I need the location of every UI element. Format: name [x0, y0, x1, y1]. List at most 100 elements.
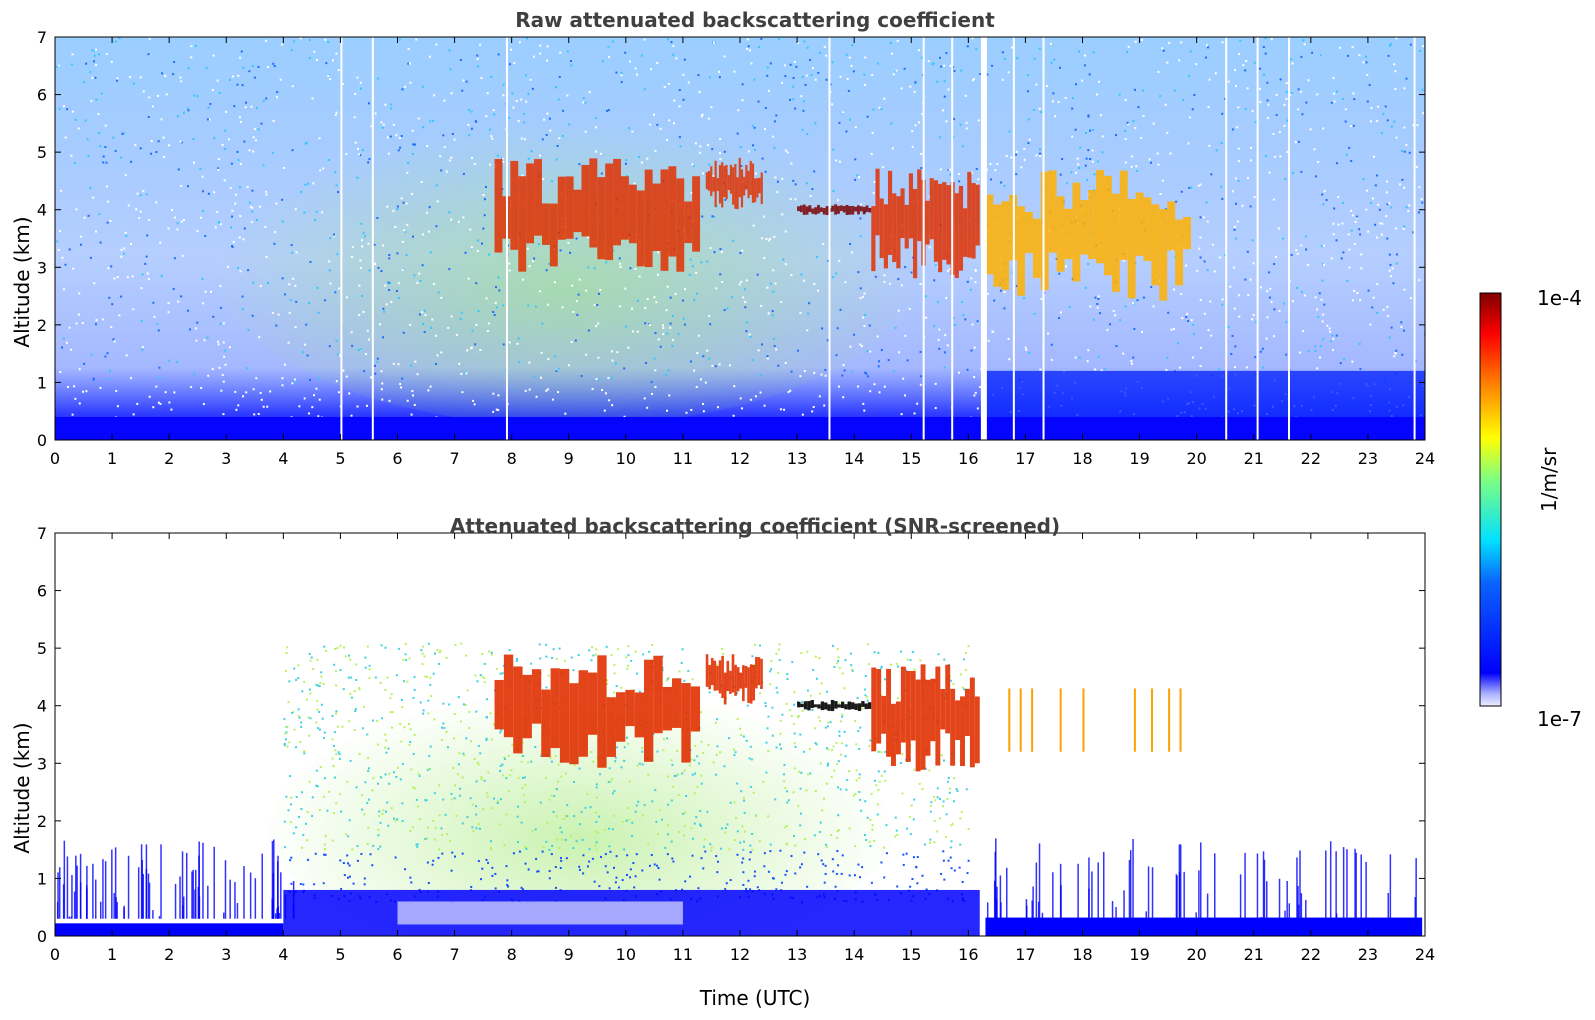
screened-speckle: [940, 872, 943, 875]
noise-speckle: [406, 399, 409, 402]
screened-speckle: [813, 834, 816, 837]
cloud-layer-2: [857, 703, 862, 712]
noise-speckle: [844, 281, 847, 284]
noise-speckle: [248, 201, 251, 204]
noise-speckle: [520, 137, 523, 140]
screened-speckle: [884, 779, 887, 782]
noise-speckle: [1027, 118, 1030, 121]
noise-speckle: [301, 351, 304, 354]
screened-speckle: [839, 788, 842, 791]
noise-speckle: [976, 407, 979, 410]
screened-speckle: [454, 784, 457, 787]
noise-speckle: [407, 62, 410, 65]
noise-speckle: [464, 372, 467, 375]
screened-speckle: [566, 815, 569, 818]
screened-speckle: [863, 688, 866, 691]
x-tick-label: 13: [787, 945, 807, 964]
noise-speckle: [144, 262, 147, 265]
noise-speckle: [541, 322, 544, 325]
screened-speckle: [764, 705, 767, 708]
screened-speckle: [959, 843, 962, 846]
noise-speckle: [418, 313, 421, 316]
noise-speckle: [401, 88, 404, 91]
screened-speckle: [673, 774, 676, 777]
screened-speckle: [688, 875, 691, 878]
screened-speckle: [670, 799, 673, 802]
noise-speckle: [409, 81, 412, 84]
screened-speckle: [925, 888, 928, 891]
noise-speckle: [811, 188, 814, 191]
noise-speckle: [120, 255, 123, 258]
noise-speckle: [241, 84, 244, 87]
noise-speckle: [291, 149, 294, 152]
screened-speckle: [499, 770, 502, 773]
screened-speckle: [491, 738, 494, 741]
screened-speckle: [508, 649, 511, 652]
noise-speckle: [1350, 209, 1353, 212]
x-tick-label: 0: [50, 945, 60, 964]
noise-speckle: [707, 144, 710, 147]
noise-speckle: [1273, 308, 1276, 311]
noise-speckle: [97, 53, 100, 56]
noise-speckle: [646, 298, 649, 301]
noise-speckle: [1316, 367, 1319, 370]
screened-speckle: [940, 754, 943, 757]
noise-speckle: [467, 123, 470, 126]
screened-speckle: [858, 773, 861, 776]
screened-speckle: [367, 767, 370, 770]
screened-speckle: [877, 788, 880, 791]
noise-speckle: [380, 121, 383, 124]
screened-speckle: [803, 851, 806, 854]
screened-speckle: [381, 813, 384, 816]
screened-speckle: [499, 798, 502, 801]
noise-speckle: [545, 389, 548, 392]
noise-speckle: [239, 163, 242, 166]
noise-speckle: [766, 286, 769, 289]
noise-speckle: [232, 241, 235, 244]
noise-speckle: [233, 105, 236, 108]
noise-speckle: [610, 350, 613, 353]
screened-speckle: [584, 806, 587, 809]
noise-speckle: [157, 140, 160, 143]
noise-speckle: [1340, 257, 1343, 260]
screened-speckle: [548, 848, 551, 851]
noise-speckle: [773, 235, 776, 238]
noise-speckle: [147, 116, 150, 119]
noise-speckle: [139, 210, 142, 213]
vertical-streak: [71, 875, 73, 919]
noise-speckle: [70, 63, 73, 66]
noise-speckle: [1003, 184, 1006, 187]
noise-speckle: [91, 76, 94, 79]
noise-speckle: [409, 62, 412, 65]
noise-speckle: [663, 85, 666, 88]
noise-speckle: [485, 115, 488, 118]
noise-speckle: [290, 244, 293, 247]
cloud-layer-1: [710, 657, 714, 686]
noise-speckle: [591, 388, 594, 391]
screened-speckle: [475, 780, 478, 783]
noise-speckle: [723, 55, 726, 58]
screened-speckle: [836, 850, 839, 853]
cloud-layer-1: [716, 665, 719, 691]
cloud-layer-3: [967, 171, 972, 258]
screened-speckle: [537, 870, 540, 873]
screened-speckle: [956, 789, 959, 792]
noise-speckle: [262, 405, 265, 408]
screened-speckle: [835, 872, 838, 875]
noise-speckle: [157, 329, 160, 332]
noise-speckle: [482, 227, 485, 230]
noise-speckle: [1333, 100, 1336, 103]
noise-speckle: [1266, 290, 1269, 293]
noise-speckle: [689, 360, 692, 363]
noise-speckle: [1075, 171, 1078, 174]
screened-speckle: [319, 682, 322, 685]
noise-speckle: [388, 257, 391, 260]
screened-speckle: [412, 786, 415, 789]
screened-speckle: [703, 838, 706, 841]
vertical-streak: [236, 903, 239, 919]
screened-speckle: [700, 740, 703, 743]
noise-speckle: [870, 152, 873, 155]
cloud-layer-2: [862, 206, 866, 215]
noise-speckle: [84, 119, 87, 122]
noise-speckle: [497, 53, 500, 56]
